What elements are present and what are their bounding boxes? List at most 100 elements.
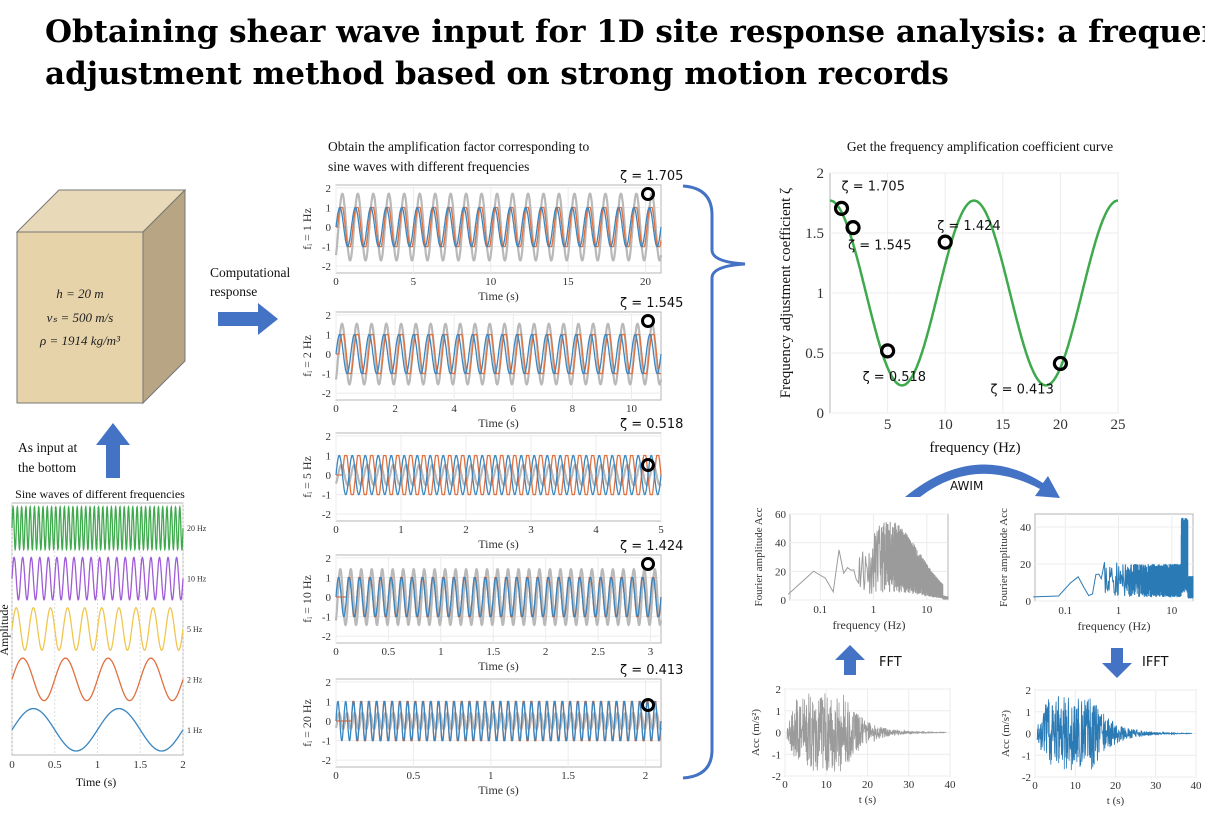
sine-wave-label: 2 Hz	[187, 675, 203, 684]
panel-ytick: 1	[326, 572, 332, 584]
spectrum-xtick: 1	[871, 604, 877, 616]
fft-arrow-up-icon	[835, 645, 865, 675]
curve-ytick: 2	[817, 166, 825, 182]
adjusted-spectrum-chart: 0 20 40 0.1 1 10 frequency (Hz) Fourier amplitu…	[998, 508, 1194, 633]
curve-ytick: 0	[817, 406, 825, 422]
panel-xtick: 2.5	[591, 646, 605, 658]
curve-xtick: 20	[1053, 417, 1068, 433]
data-point-label: ζ = 0.413	[990, 382, 1053, 397]
history-ytick: -2	[1022, 772, 1031, 784]
data-point-circle	[937, 234, 953, 250]
panel-xtick: 20	[640, 276, 652, 288]
spectrum-ytick: 60	[775, 509, 787, 521]
sine-chart-xtick: 2	[180, 759, 186, 771]
param-density: ρ = 1914 kg/m³	[39, 333, 121, 348]
panel-xtick: 0.5	[407, 770, 421, 782]
panel-xtick: 2	[392, 403, 398, 415]
data-point-label: ζ = 1.545	[848, 239, 911, 254]
data-point-circle	[845, 220, 861, 236]
panel-xtick: 1	[488, 770, 494, 782]
history-ytick: 2	[1026, 685, 1032, 697]
history-ytick: 1	[1026, 707, 1032, 719]
input-wave-line	[335, 700, 662, 742]
input-label-1: As input at	[18, 440, 77, 455]
history-xlabel: t (s)	[1107, 795, 1125, 807]
spectrum-ylabel: Fourier amplitude Acc	[998, 508, 1010, 607]
spectrum-ytick: 40	[775, 538, 787, 550]
panel-ytick: -2	[322, 509, 331, 521]
zeta-marker-circle	[641, 187, 655, 201]
spectrum-ylabel: Fourier amplitude Acc	[753, 507, 765, 606]
panel-ytick: -1	[322, 736, 331, 748]
spectrum-ytick: 0	[1026, 596, 1032, 608]
panel-ytick: 2	[326, 310, 332, 322]
panel-ytick: 1	[326, 450, 332, 462]
panel-ytick: 2	[326, 431, 332, 443]
panel-xtick: 8	[570, 403, 576, 415]
history-xtick: 40	[945, 779, 957, 791]
panel-ytick: 0	[326, 470, 332, 482]
panel-xlabel: Time (s)	[478, 783, 519, 797]
data-point-circle	[833, 200, 850, 216]
sine-chart-ylabel: Amplitude	[0, 604, 11, 655]
panel-ylabel: fᵢ = 20 Hz	[300, 699, 314, 747]
sine-wave-label: 5 Hz	[187, 625, 203, 634]
panel-ytick: 0	[326, 222, 332, 234]
computational-response-label-2: response	[210, 284, 257, 299]
panel-xlabel: Time (s)	[478, 659, 519, 673]
history-xtick: 20	[862, 779, 874, 791]
soil-column-box: h = 20 m vₛ = 500 m/s ρ = 1914 kg/m³	[15, 188, 187, 405]
zeta-marker-circle	[641, 698, 655, 712]
curve-ytick: 0.5	[805, 346, 824, 362]
spectrum-ytick: 20	[1020, 559, 1032, 571]
curve-xlabel: frequency (Hz)	[929, 440, 1020, 456]
history-ytick: 0	[1026, 729, 1032, 741]
panel-xtick: 5	[658, 524, 664, 536]
input-wave-line	[335, 576, 662, 618]
history-xtick: 20	[1110, 780, 1122, 792]
sine-wave-5hz	[11, 607, 184, 651]
data-point-label: ζ = 0.518	[863, 370, 926, 385]
adjusted-time-history-chart: 210-1-20 10 20 30 40t (s)Acc (m/s²)	[1000, 685, 1202, 807]
history-ytick: -1	[1022, 750, 1031, 762]
panel-xtick: 2	[543, 646, 549, 658]
panel-ytick: 2	[326, 183, 332, 195]
history-ytick: -2	[772, 771, 781, 783]
output-wave-line	[334, 192, 663, 262]
input-label-2: the bottom	[18, 460, 77, 475]
amplification-curve-line	[830, 199, 1118, 387]
panel-ytick: -2	[322, 388, 331, 400]
panel-ylabel: fᵢ = 10 Hz	[300, 575, 314, 623]
panel-xtick: 5	[411, 276, 417, 288]
box-front-face	[16, 231, 144, 404]
sine-wave-label: 10 Hz	[187, 575, 207, 584]
panel-ytick: -2	[322, 631, 331, 643]
panel-xtick: 0	[333, 646, 339, 658]
sine-chart-xtick: 1.5	[133, 759, 147, 771]
panel-ytick: 0	[326, 349, 332, 361]
zeta-marker-circle	[641, 314, 655, 328]
curve-xtick: 15	[995, 417, 1010, 433]
spectrum-ytick: 40	[1020, 522, 1032, 534]
panel-xlabel: Time (s)	[478, 537, 519, 551]
panel-xtick: 10	[626, 403, 638, 415]
input-wave-line	[335, 454, 662, 496]
history-xtick: 0	[782, 779, 788, 791]
panel-xtick: 4	[451, 403, 457, 415]
panel-ytick: 1	[326, 696, 332, 708]
spectrum-ytick: 20	[775, 566, 787, 578]
sine-chart-xtick: 0	[9, 759, 15, 771]
zeta-label: ζ = 0.413	[620, 663, 683, 678]
middle-caption-1: Obtain the amplification factor correspo…	[328, 139, 590, 154]
bracket-icon	[682, 184, 746, 780]
data-point-label: ζ = 1.705	[842, 179, 905, 194]
sine-chart-xlabel: Time (s)	[76, 775, 117, 789]
panel-ytick: -1	[322, 369, 331, 381]
delayed-wave-line	[336, 206, 662, 248]
panel-ytick: 2	[326, 677, 332, 689]
